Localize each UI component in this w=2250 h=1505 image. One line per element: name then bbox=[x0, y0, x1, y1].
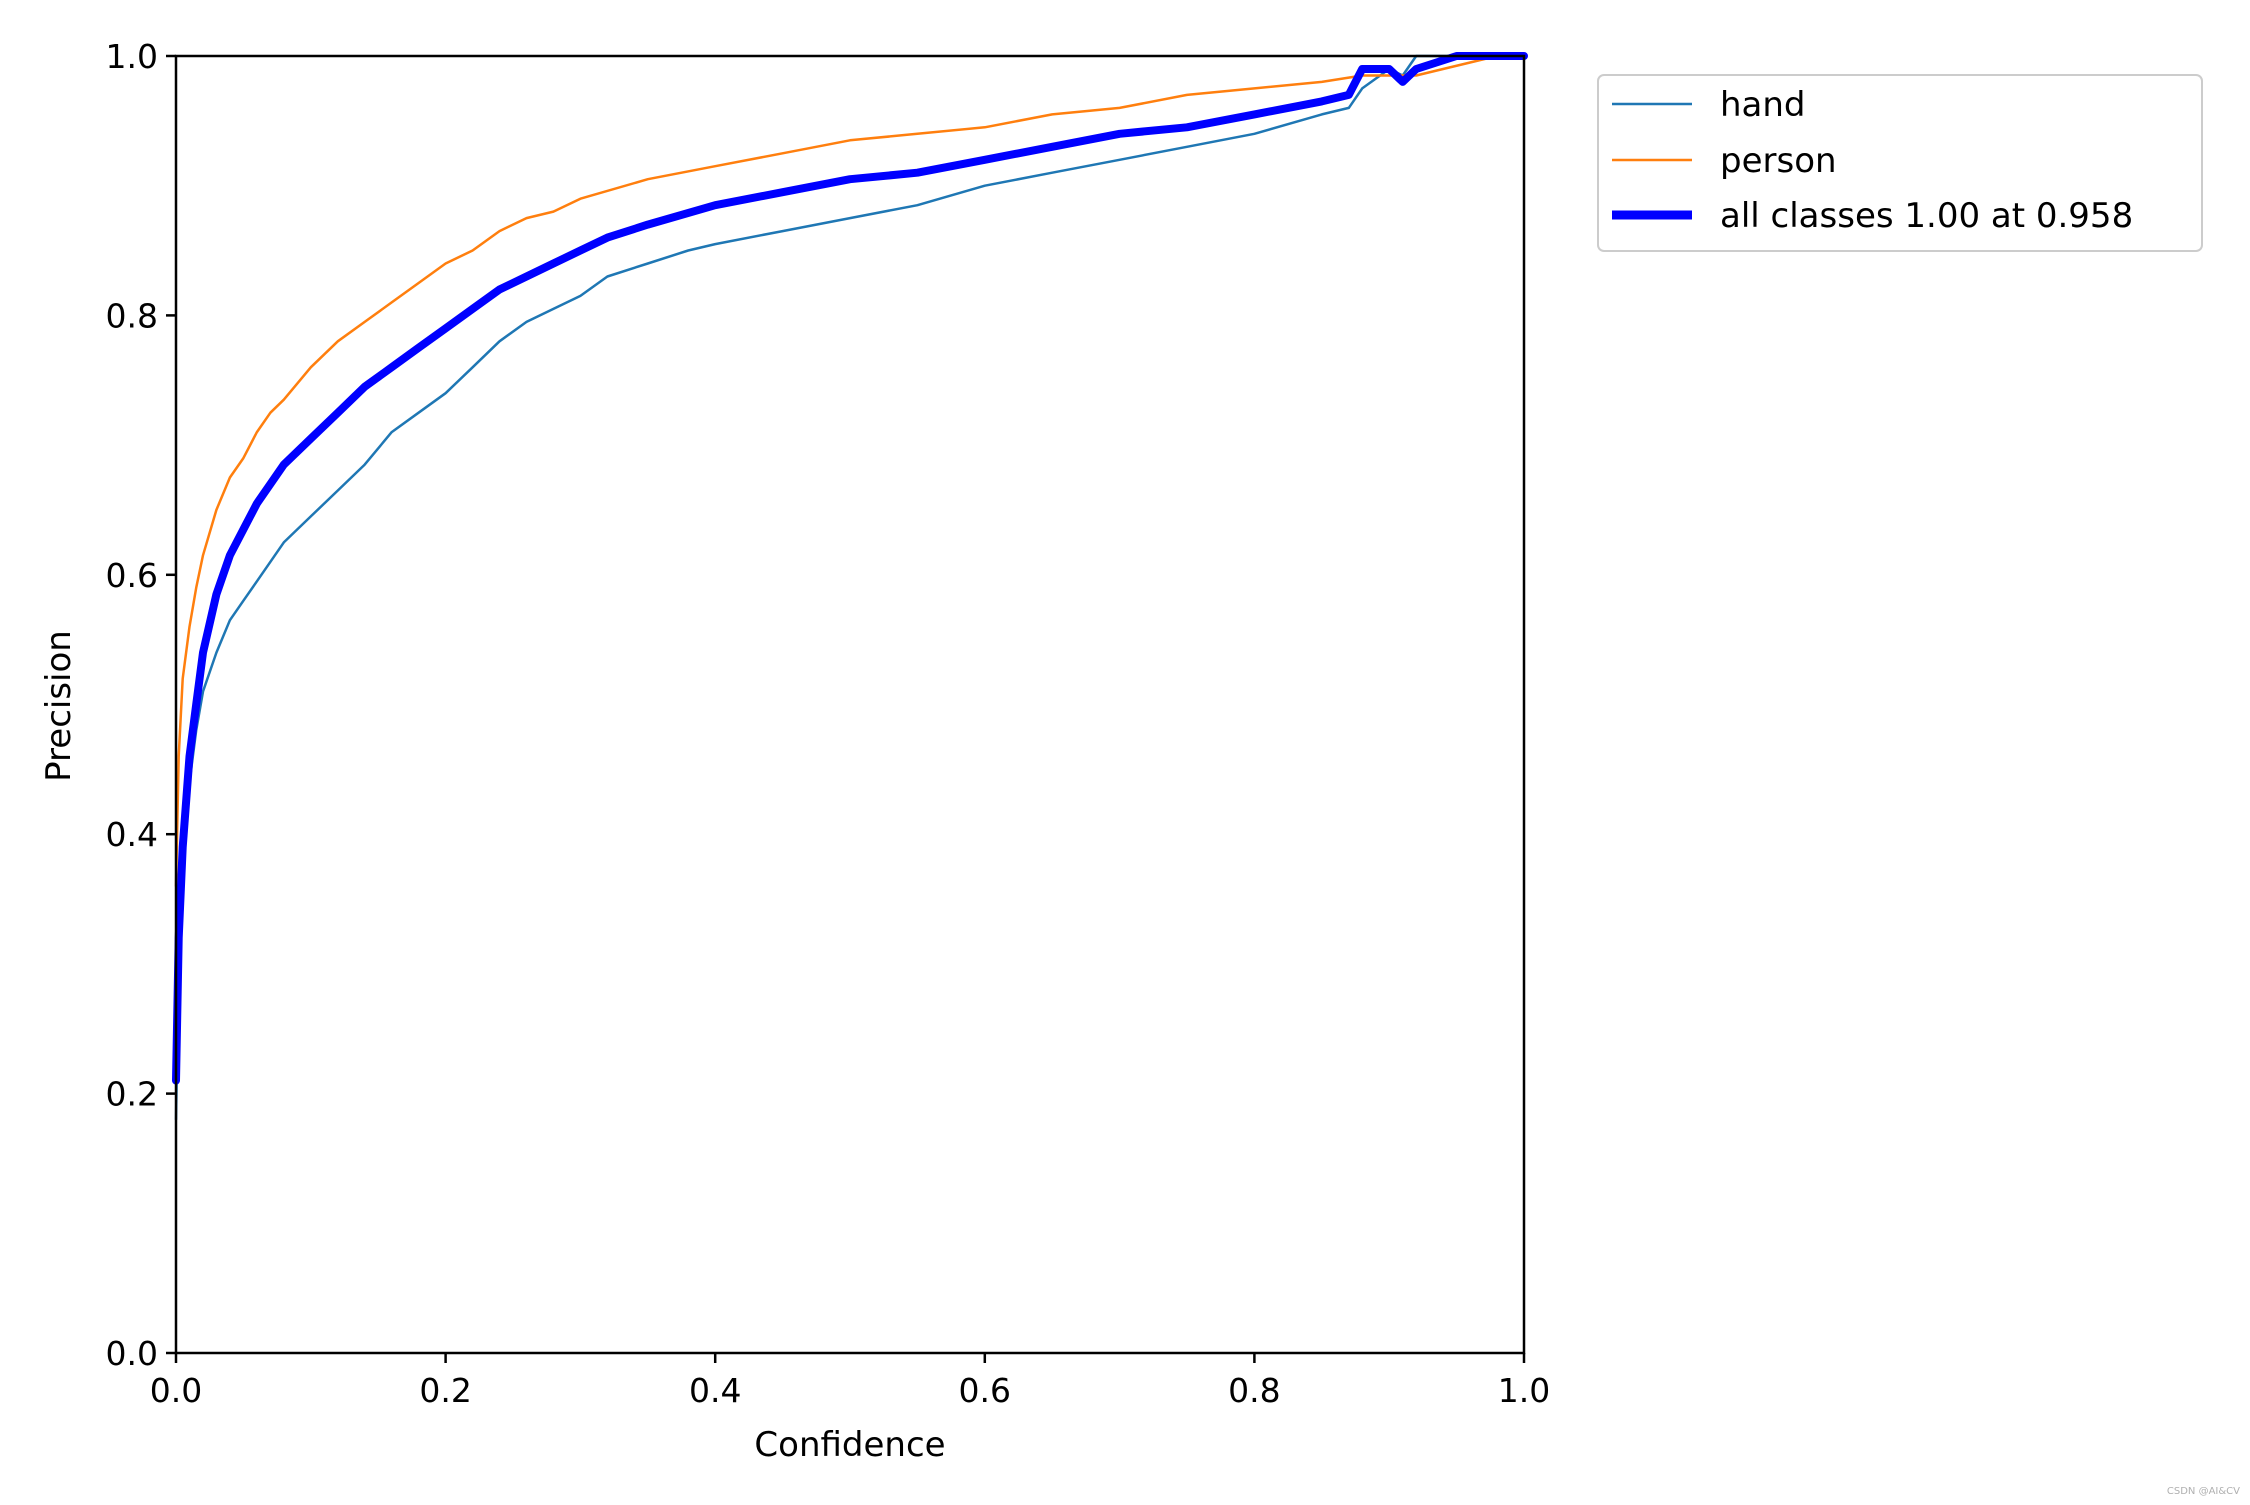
x-tick-label: 1.0 bbox=[1498, 1371, 1550, 1410]
watermark-text: CSDN @AI&CV bbox=[2167, 1486, 2240, 1497]
y-tick-label: 1.0 bbox=[106, 37, 158, 76]
y-tick-label: 0.0 bbox=[106, 1334, 158, 1373]
y-tick-label: 0.6 bbox=[106, 556, 158, 595]
x-axis-title: Confidence bbox=[754, 1425, 945, 1465]
y-tick-label: 0.8 bbox=[106, 296, 158, 335]
x-tick-label: 0.2 bbox=[419, 1371, 471, 1410]
x-tick-label: 0.0 bbox=[150, 1371, 202, 1410]
legend-label-hand: hand bbox=[1720, 85, 1806, 125]
x-tick-label: 0.8 bbox=[1228, 1371, 1280, 1410]
y-tick-label: 0.4 bbox=[106, 815, 158, 854]
series-line-all-classes-1-00-at-0-958 bbox=[172, 52, 1528, 1085]
legend-box bbox=[1597, 74, 2203, 252]
series-layer bbox=[172, 52, 1528, 1121]
legend: hand person all classes 1.00 at 0.958 bbox=[1597, 74, 2203, 252]
y-axis-ticks: 0.0 0.2 0.4 0.6 0.8 1.0 bbox=[106, 37, 176, 1373]
y-axis-title: Precision bbox=[39, 630, 79, 782]
legend-label-all-classes: all classes 1.00 at 0.958 bbox=[1720, 196, 2133, 236]
legend-label-person: person bbox=[1720, 141, 1837, 181]
series-line-person bbox=[174, 54, 1526, 888]
y-tick-label: 0.2 bbox=[106, 1075, 158, 1114]
x-tick-label: 0.4 bbox=[689, 1371, 741, 1410]
plot-frame bbox=[174, 54, 1526, 1355]
x-tick-label: 0.6 bbox=[959, 1371, 1011, 1410]
x-axis-ticks: 0.0 0.2 0.4 0.6 0.8 1.0 bbox=[150, 1353, 1550, 1410]
series-line-hand bbox=[174, 54, 1526, 1121]
